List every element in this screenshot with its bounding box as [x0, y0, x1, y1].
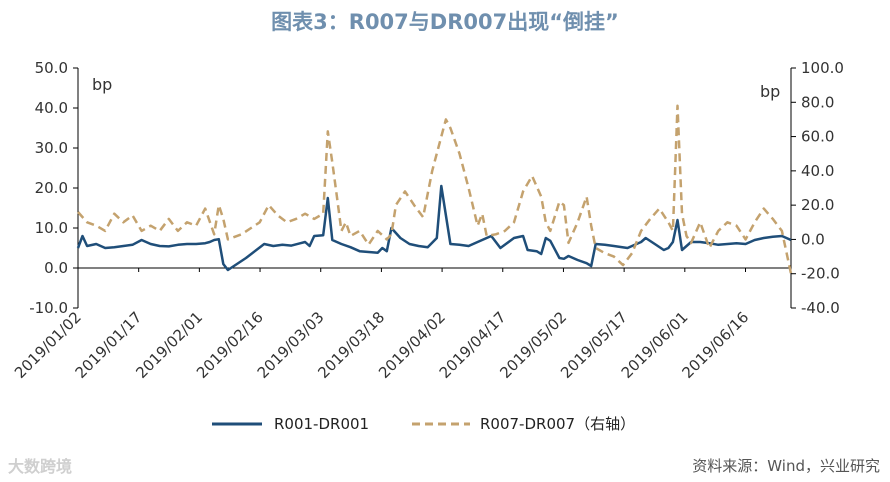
left-tick-label: 20.0 — [35, 179, 68, 197]
right-tick-label: 60.0 — [801, 128, 834, 146]
chart-title: 图表3：R007与DR007出现“倒挂” — [271, 10, 619, 34]
series-line-1 — [76, 184, 792, 272]
legend-label-1: R001-DR001 — [274, 415, 369, 433]
right-tick-label: -40.0 — [801, 299, 840, 317]
right-tick-label: 100.0 — [801, 59, 844, 77]
left-tick-label: 10.0 — [35, 219, 68, 237]
right-tick-label: 0.0 — [801, 230, 825, 248]
left-tick-label: 40.0 — [35, 99, 68, 117]
left-axis-unit: bp — [92, 75, 112, 94]
legend: R001-DR001 R007-DR007（右轴） — [212, 415, 635, 433]
right-tick-label: 80.0 — [801, 93, 834, 111]
right-tick-label: 40.0 — [801, 162, 834, 180]
left-tick-label: 0.0 — [44, 259, 68, 277]
series-line-2 — [77, 104, 793, 274]
left-tick-label: 50.0 — [35, 59, 68, 77]
source-note: 资料来源：Wind，兴业研究 — [692, 457, 880, 475]
legend-label-2: R007-DR007（右轴） — [480, 415, 635, 433]
watermark-logo: 大数跨境 — [8, 457, 73, 476]
left-tick-label: -10.0 — [29, 299, 68, 317]
left-tick-label: 30.0 — [35, 139, 68, 157]
right-tick-label: -20.0 — [801, 265, 840, 283]
right-axis-unit: bp — [760, 82, 780, 101]
right-tick-label: 20.0 — [801, 196, 834, 214]
series-group — [76, 104, 793, 274]
